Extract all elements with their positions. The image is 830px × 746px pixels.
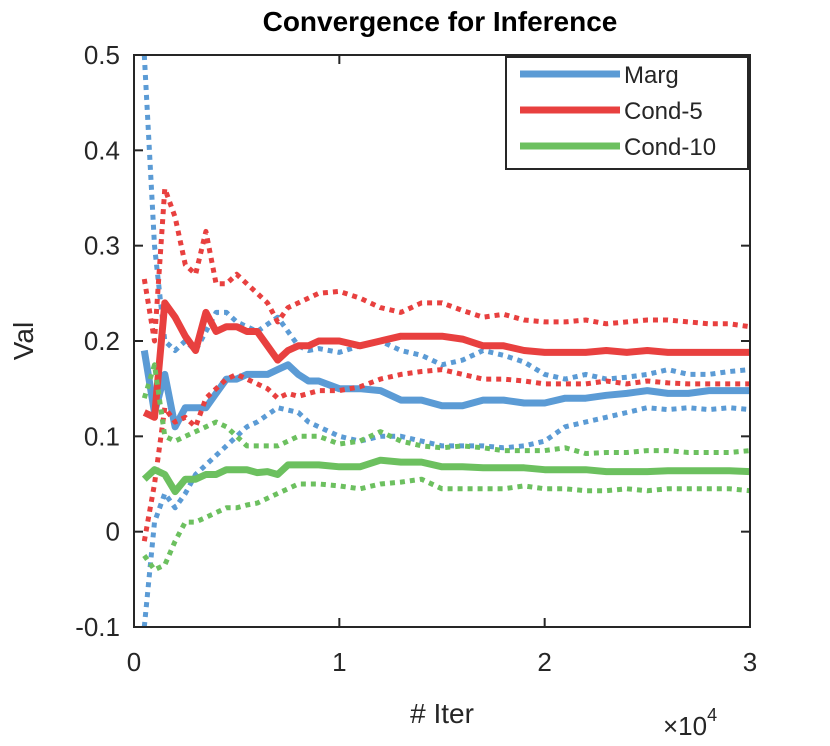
series-clip-group: [140, 55, 750, 627]
y-tick-label: 0.2: [84, 326, 120, 356]
series-cond-5-upper-bound: [141, 186, 750, 344]
x-multiplier-exponent: 4: [707, 705, 717, 725]
x-tick-label: 3: [743, 647, 757, 677]
y-tick-label: 0.3: [84, 231, 120, 261]
y-tick-label: -0.1: [75, 612, 120, 642]
y-tick-label: 0.1: [84, 421, 120, 451]
legend-label-cond-10: Cond-10: [624, 134, 716, 161]
series-group: [140, 55, 750, 627]
series-cond-5-lower-bound: [141, 367, 750, 542]
x-tick-label: 0: [127, 647, 141, 677]
axis-ticks: 0 1 2 3-0.100.10.20.30.40.5: [75, 40, 757, 677]
series-cond-10-upper-bound: [141, 362, 750, 456]
legend: Marg Cond-5 Cond-10: [505, 56, 749, 170]
series-cond-5-line: [142, 299, 750, 421]
x-multiplier-label: ×104: [663, 705, 717, 741]
series-cond-10-line: [141, 456, 750, 496]
legend-label-cond-5: Cond-5: [624, 98, 703, 125]
series-cond-10-lower-bound: [142, 476, 750, 573]
y-axis-label: Val: [8, 322, 39, 360]
legend-label-marg: Marg: [624, 62, 679, 89]
x-tick-label: 1: [332, 647, 346, 677]
y-tick-label: 0: [106, 517, 120, 547]
x-multiplier-base: ×10: [663, 711, 707, 741]
x-axis-label: # Iter: [410, 698, 474, 729]
chart-title: Convergence for Inference: [263, 6, 618, 37]
series-marg-lower-bound: [141, 405, 750, 627]
y-tick-label: 0.5: [84, 40, 120, 70]
y-tick-label: 0.4: [84, 135, 120, 165]
x-tick-label: 2: [537, 647, 551, 677]
